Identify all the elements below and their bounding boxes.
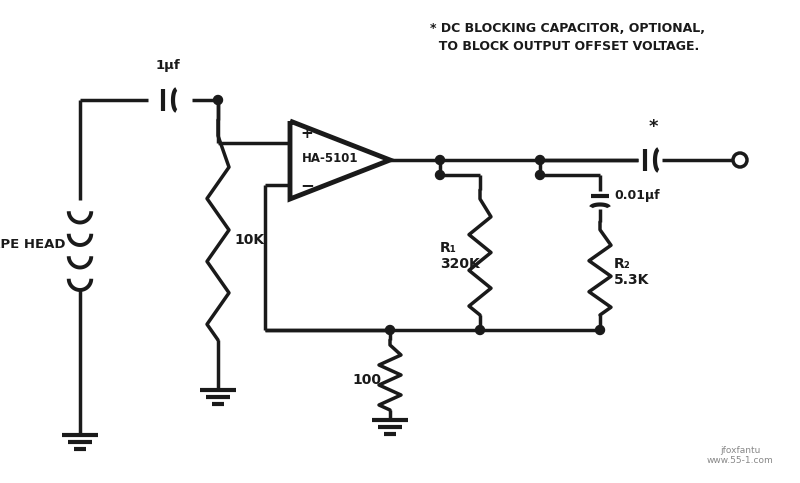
- Text: jfoxfantu
www.55-1.com: jfoxfantu www.55-1.com: [706, 446, 774, 465]
- Text: 5.3K: 5.3K: [614, 273, 650, 287]
- Circle shape: [435, 170, 445, 180]
- Circle shape: [435, 156, 445, 165]
- Text: R₁: R₁: [440, 241, 457, 255]
- Text: *: *: [648, 118, 658, 136]
- Text: * DC BLOCKING CAPACITOR, OPTIONAL,: * DC BLOCKING CAPACITOR, OPTIONAL,: [430, 22, 705, 35]
- Text: TO BLOCK OUTPUT OFFSET VOLTAGE.: TO BLOCK OUTPUT OFFSET VOLTAGE.: [430, 40, 699, 53]
- Text: 10K: 10K: [234, 233, 264, 247]
- Text: 1μf: 1μf: [156, 59, 180, 72]
- Text: −: −: [300, 176, 314, 194]
- Text: 320K: 320K: [440, 257, 480, 271]
- Text: 100: 100: [352, 373, 381, 387]
- Circle shape: [214, 96, 222, 104]
- Text: +: +: [300, 127, 313, 142]
- Circle shape: [535, 156, 545, 165]
- Circle shape: [386, 326, 394, 335]
- Text: R₂: R₂: [614, 256, 630, 270]
- Text: 0.01μf: 0.01μf: [614, 188, 660, 201]
- Circle shape: [475, 326, 485, 335]
- Text: TAPE HEAD: TAPE HEAD: [0, 239, 65, 252]
- Circle shape: [535, 170, 545, 180]
- Text: HA-5101: HA-5101: [302, 152, 358, 165]
- Circle shape: [595, 326, 605, 335]
